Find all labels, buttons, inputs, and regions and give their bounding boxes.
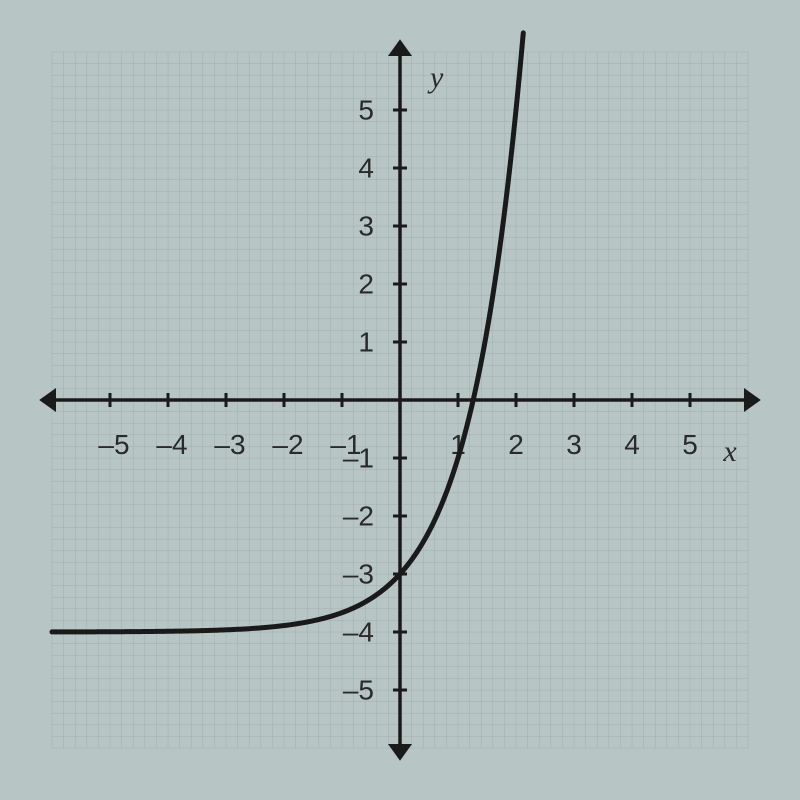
y-tick-label: 5	[358, 94, 374, 125]
x-axis-label: x	[722, 435, 737, 468]
y-tick-label: 3	[358, 210, 374, 241]
y-tick-label: –4	[343, 616, 374, 647]
exponential-curve-chart: –5–4–3–2–112345–5–4–3–2–112345xy	[0, 0, 800, 800]
chart-container: –5–4–3–2–112345–5–4–3–2–112345xy	[0, 0, 800, 800]
x-tick-label: –4	[156, 429, 187, 460]
y-tick-label: –3	[343, 558, 374, 589]
y-tick-label: 2	[358, 268, 374, 299]
x-tick-label: 4	[624, 429, 640, 460]
x-tick-label: 3	[566, 429, 582, 460]
y-tick-label: –1	[343, 442, 374, 473]
x-tick-label: 5	[682, 429, 698, 460]
x-tick-label: 2	[508, 429, 524, 460]
y-tick-label: 4	[358, 152, 374, 183]
y-tick-label: –5	[343, 674, 374, 705]
x-tick-label: –2	[272, 429, 303, 460]
x-tick-label: –5	[98, 429, 129, 460]
x-tick-label: –3	[214, 429, 245, 460]
y-axis-label: y	[427, 61, 444, 94]
y-tick-label: 1	[358, 326, 374, 357]
y-tick-label: –2	[343, 500, 374, 531]
